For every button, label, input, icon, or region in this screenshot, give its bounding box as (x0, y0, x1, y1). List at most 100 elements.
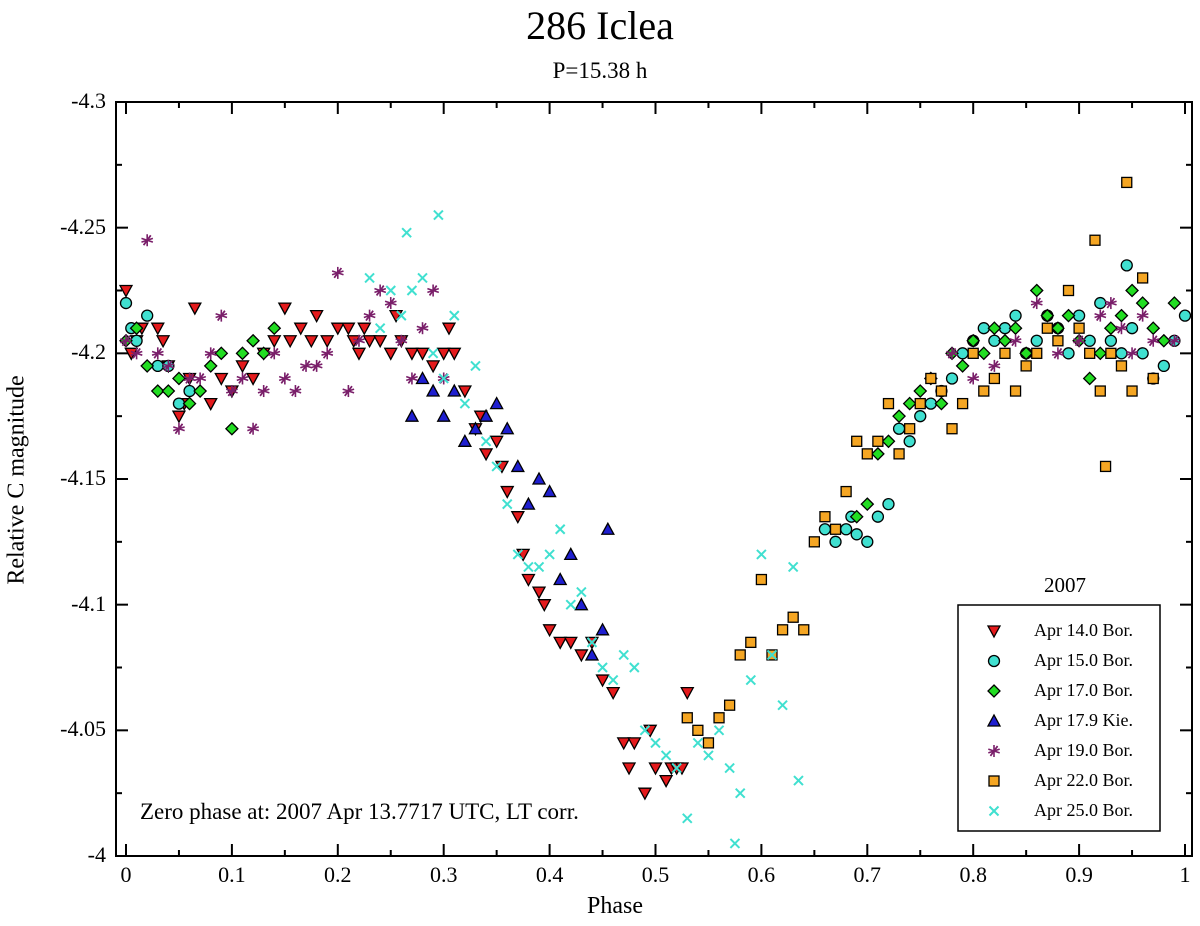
data-point (861, 448, 873, 460)
data-point (470, 360, 481, 372)
data-point (1099, 460, 1112, 473)
data-point (637, 787, 653, 801)
data-point (1157, 359, 1170, 373)
data-point (447, 347, 462, 361)
x-tick-label: 0.4 (535, 862, 564, 887)
data-point (955, 358, 970, 373)
x-tick-label: 0.3 (429, 862, 458, 887)
data-point (798, 624, 810, 636)
data-point (829, 535, 842, 548)
data-point (182, 396, 197, 411)
data-point (574, 597, 589, 611)
data-point (1040, 308, 1055, 323)
data-point (946, 423, 958, 435)
legend-entry: Apr 25.0 Bor. (1034, 800, 1133, 820)
data-point (203, 358, 218, 373)
y-tick-label: -4.15 (60, 465, 106, 490)
data-point (268, 347, 281, 360)
data-point (1030, 297, 1043, 310)
data-point (293, 322, 308, 336)
data-point (966, 333, 981, 348)
y-tick-label: -4.05 (60, 716, 106, 742)
data-point (1136, 309, 1149, 322)
data-point (892, 422, 906, 435)
data-point (1051, 321, 1065, 336)
data-point (586, 637, 598, 648)
data-point (1147, 334, 1160, 347)
data-point (1156, 333, 1171, 348)
data-point (1178, 309, 1192, 322)
data-point (882, 497, 895, 511)
data-point (342, 385, 355, 398)
data-point (627, 737, 642, 751)
data-point (531, 471, 547, 485)
data-point (616, 737, 631, 751)
data-point (1094, 296, 1107, 310)
data-point (457, 433, 472, 447)
data-point (1114, 308, 1129, 323)
data-point (468, 421, 483, 435)
data-point (595, 622, 610, 636)
data-point (489, 435, 504, 449)
data-point (903, 435, 916, 448)
data-point (671, 762, 682, 774)
data-point (162, 359, 175, 372)
x-tick-label: 0.9 (1065, 862, 1093, 887)
legend-entry: Apr 17.0 Bor. (1034, 680, 1133, 700)
data-point (1009, 334, 1022, 347)
data-point (713, 725, 725, 736)
data-point (183, 372, 196, 385)
data-point (130, 347, 143, 360)
data-point (914, 397, 926, 410)
x-tick-label: 0.1 (218, 862, 246, 887)
data-point (172, 371, 186, 386)
data-point (415, 347, 430, 361)
data-point (829, 523, 842, 535)
legend-entry: Apr 17.9 Kie. (1034, 710, 1133, 730)
data-point (283, 335, 298, 349)
data-point (396, 310, 407, 321)
legend-entry: Apr 14.0 Bor. (1034, 620, 1133, 640)
data-point (893, 448, 905, 460)
data-point (849, 509, 864, 524)
data-point (235, 346, 250, 361)
x-tick-label: 0.8 (959, 862, 987, 887)
data-point (521, 496, 536, 510)
data-point (214, 372, 229, 386)
data-point (214, 346, 229, 361)
data-point (215, 309, 228, 322)
data-point (256, 346, 271, 361)
data-point (1168, 334, 1181, 347)
data-point (1136, 272, 1149, 284)
data-point (729, 838, 741, 849)
data-point (787, 561, 799, 573)
data-point (840, 485, 852, 498)
data-point (447, 383, 462, 397)
data-point (224, 421, 239, 436)
data-point (1029, 283, 1044, 298)
data-point (976, 346, 991, 361)
data-point (512, 549, 524, 560)
legend-marker (987, 654, 1001, 668)
data-point (945, 372, 959, 385)
data-point (331, 266, 344, 279)
data-point (595, 674, 610, 688)
data-point (364, 272, 375, 284)
data-point (621, 762, 637, 776)
data-point (660, 750, 672, 761)
data-point (502, 498, 513, 510)
data-point (257, 385, 270, 398)
data-point (247, 422, 260, 435)
data-point (1126, 347, 1138, 360)
data-point (584, 647, 600, 661)
data-point (330, 322, 345, 336)
data-point (478, 408, 494, 422)
data-point (745, 674, 757, 686)
data-point (436, 347, 451, 361)
data-point (542, 624, 557, 638)
data-point (607, 674, 619, 686)
data-point (553, 636, 568, 650)
data-point (171, 410, 187, 424)
x-tick-label: 0.6 (747, 862, 776, 887)
data-point (384, 297, 397, 310)
